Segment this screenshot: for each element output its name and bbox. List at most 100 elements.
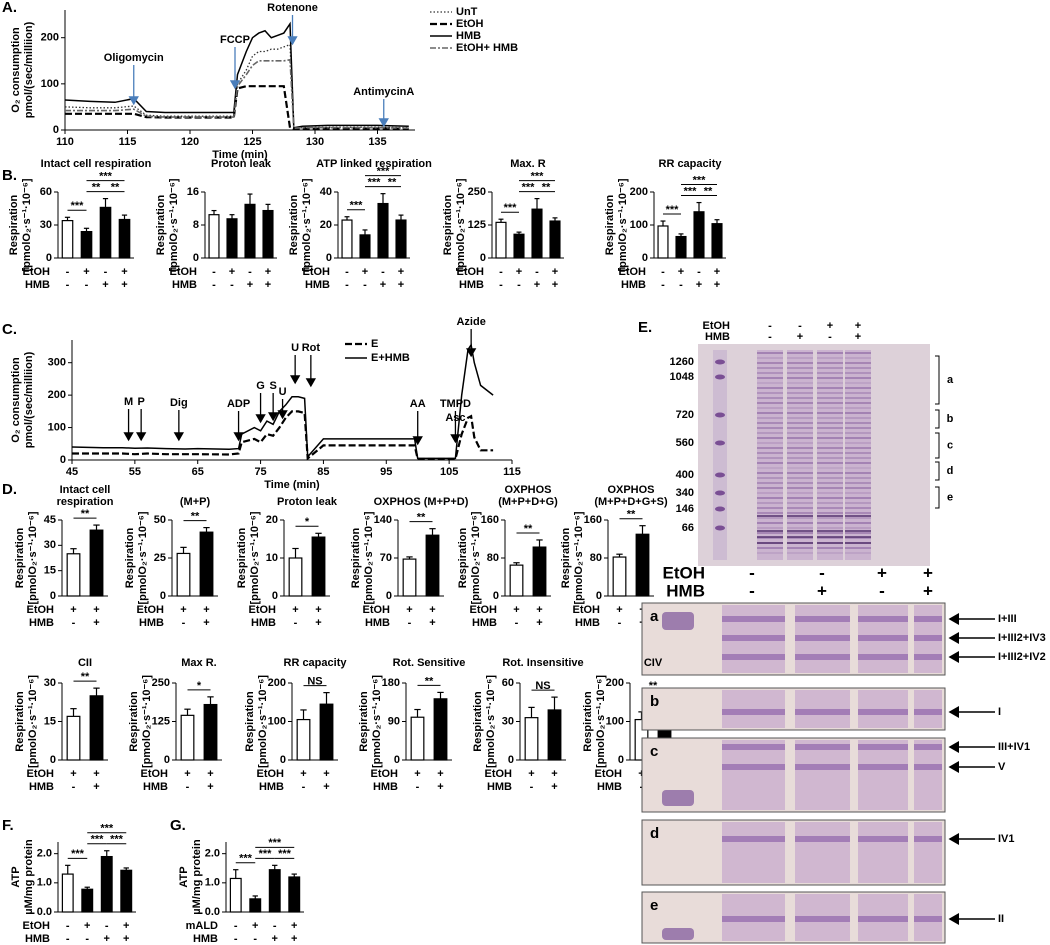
gel-band [817, 437, 843, 439]
gel-band [817, 382, 843, 384]
x-tick-label: 130 [306, 136, 324, 148]
gel-lane [722, 822, 785, 883]
y-tick-label: 0 [60, 454, 66, 466]
condition-name: EtOH [23, 920, 51, 932]
condition-mark: + [83, 266, 89, 278]
marker-label: 66 [682, 522, 694, 534]
bar [100, 855, 113, 913]
y-tick-label: 2.0 [205, 848, 220, 860]
gel-band [757, 477, 783, 479]
condition-mark: - [212, 279, 216, 291]
significance-label: *** [531, 171, 545, 183]
gel-band [817, 392, 843, 394]
annotation: U [291, 342, 299, 354]
condition-mark: + [437, 768, 443, 780]
condition-name: EtOH [303, 266, 331, 278]
y-tick-label: 15 [44, 565, 56, 577]
condition-name: EtOH [595, 768, 623, 780]
panel-label: E. [638, 319, 652, 336]
bar [341, 219, 353, 259]
condition-mark: + [180, 604, 186, 616]
y-tick-label: 180 [382, 677, 400, 689]
condition-mark: - [879, 581, 885, 600]
bar [549, 220, 561, 259]
gel-band [787, 497, 813, 499]
legend-label: HMB [456, 30, 481, 42]
gel-band [787, 457, 813, 459]
condition-mark: + [102, 279, 108, 291]
condition-mark: + [93, 781, 99, 793]
condition-mark: + [252, 920, 258, 932]
gel-band [817, 527, 843, 529]
bracket [935, 355, 940, 405]
significance-label: *** [350, 200, 364, 212]
gel-band [817, 515, 843, 517]
gel-band [817, 487, 843, 489]
chart-title: RR capacity [658, 158, 722, 170]
gel-band [757, 542, 783, 544]
condition-mark: - [85, 933, 89, 945]
gel-band [757, 397, 783, 399]
significance-label: ** [649, 680, 658, 692]
condition-name: HMB [666, 581, 705, 600]
condition-mark: - [182, 617, 186, 629]
bar [80, 231, 93, 259]
gel-band [845, 547, 871, 549]
gel-band [845, 530, 871, 532]
series-line [64, 43, 409, 130]
band-label: II [998, 913, 1004, 925]
gel-band [817, 497, 843, 499]
y-tick-label: 160 [584, 514, 602, 526]
gel-band [787, 382, 813, 384]
condition-mark: - [66, 279, 70, 291]
condition-name: EtOH [249, 604, 277, 616]
condition-mark: - [345, 266, 349, 278]
gel-band [845, 522, 871, 524]
gel-band [787, 437, 813, 439]
bar [635, 533, 650, 597]
y-tick-label: 200 [630, 186, 648, 198]
condition-name: HMB [621, 279, 646, 291]
gel-band [845, 467, 871, 469]
bar [531, 208, 543, 259]
y-tick-label: 0 [394, 754, 400, 766]
y-axis-label: Respiration [350, 527, 362, 588]
gel-band [757, 422, 783, 424]
y-tick-label: 30 [40, 219, 52, 231]
gel-band [817, 432, 843, 434]
bar [99, 206, 112, 259]
y-axis-label: [pmolO₂·s⁻¹·10⁻⁶] [455, 178, 467, 271]
gel-band [757, 467, 783, 469]
condition-name: HMB [459, 279, 484, 291]
gel-lane [787, 350, 813, 560]
y-axis-label: [pmolO₂·s⁻¹·10⁻⁶] [301, 178, 313, 271]
gel-band [817, 507, 843, 509]
condition-name: mALD [186, 920, 218, 932]
gel-band [757, 517, 783, 519]
gel-band [817, 427, 843, 429]
gel-band [787, 387, 813, 389]
gel-band [845, 397, 871, 399]
significance-label: *** [71, 848, 85, 860]
condition-mark: - [515, 617, 519, 629]
chart-title: OXPHOS (M+P+D+G+S) [594, 484, 668, 508]
condition-mark: - [248, 266, 252, 278]
gel-band [914, 744, 942, 750]
condition-mark: + [203, 617, 209, 629]
y-axis-label: [pmolO₂·s⁻¹·10⁻⁶] [249, 511, 261, 604]
condition-mark: - [618, 617, 622, 629]
condition-name: HMB [25, 933, 50, 945]
y-axis-label: Respiration [358, 691, 370, 752]
gel-band [757, 547, 783, 549]
significance-label: *** [368, 177, 382, 189]
x-tick-label: 110 [56, 136, 74, 148]
bar [288, 557, 303, 597]
gel-band [845, 412, 871, 414]
gel-band [914, 635, 942, 641]
y-tick-label: 0 [46, 252, 52, 264]
gel-band [757, 515, 783, 517]
bracket [935, 461, 940, 481]
bar [61, 220, 74, 259]
condition-mark: - [85, 279, 89, 291]
panel-label: C. [2, 321, 17, 338]
